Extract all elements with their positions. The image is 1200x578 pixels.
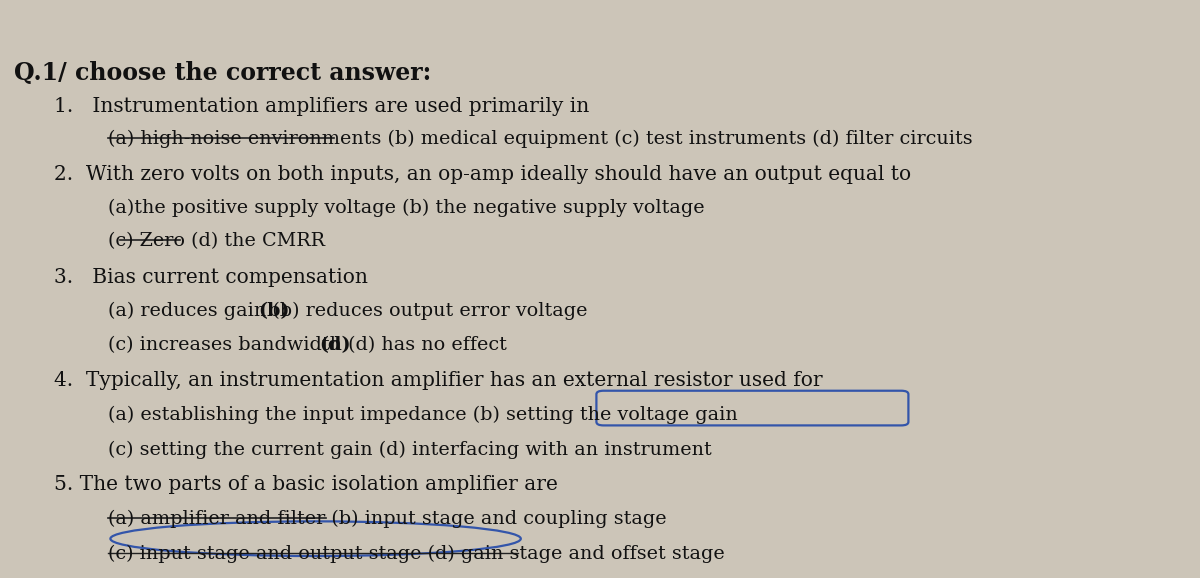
- Text: (d): (d): [319, 336, 352, 354]
- Text: (b): (b): [258, 302, 289, 320]
- Text: (a) reduces gain (b) reduces output error voltage: (a) reduces gain (b) reduces output erro…: [108, 302, 588, 320]
- Text: (c) Zero (d) the CMRR: (c) Zero (d) the CMRR: [108, 232, 325, 250]
- Text: (c) input stage and output stage (d) gain stage and offset stage: (c) input stage and output stage (d) gai…: [108, 544, 725, 563]
- Text: (c) increases bandwidth (d) has no effect: (c) increases bandwidth (d) has no effec…: [108, 336, 506, 354]
- Text: Q.1/ choose the correct answer:: Q.1/ choose the correct answer:: [14, 61, 432, 85]
- Text: (a) amplifier and filter (b) input stage and coupling stage: (a) amplifier and filter (b) input stage…: [108, 510, 667, 528]
- Text: 4.  Typically, an instrumentation amplifier has an external resistor used for: 4. Typically, an instrumentation amplifi…: [54, 371, 823, 390]
- Text: 2.  With zero volts on both inputs, an op-amp ideally should have an output equa: 2. With zero volts on both inputs, an op…: [54, 165, 911, 184]
- Text: (a) high-noise environments (b) medical equipment (c) test instruments (d) filte: (a) high-noise environments (b) medical …: [108, 130, 973, 149]
- Text: (a) establishing the input impedance (b) setting the voltage gain: (a) establishing the input impedance (b)…: [108, 406, 738, 424]
- Text: 5. The two parts of a basic isolation amplifier are: 5. The two parts of a basic isolation am…: [54, 475, 558, 494]
- Text: (c) setting the current gain (d) interfacing with an instrument: (c) setting the current gain (d) interfa…: [108, 440, 712, 459]
- Text: 1.   Instrumentation amplifiers are used primarily in: 1. Instrumentation amplifiers are used p…: [54, 97, 589, 116]
- Text: 3.   Bias current compensation: 3. Bias current compensation: [54, 268, 368, 287]
- Text: (a)the positive supply voltage (b) the negative supply voltage: (a)the positive supply voltage (b) the n…: [108, 199, 704, 217]
